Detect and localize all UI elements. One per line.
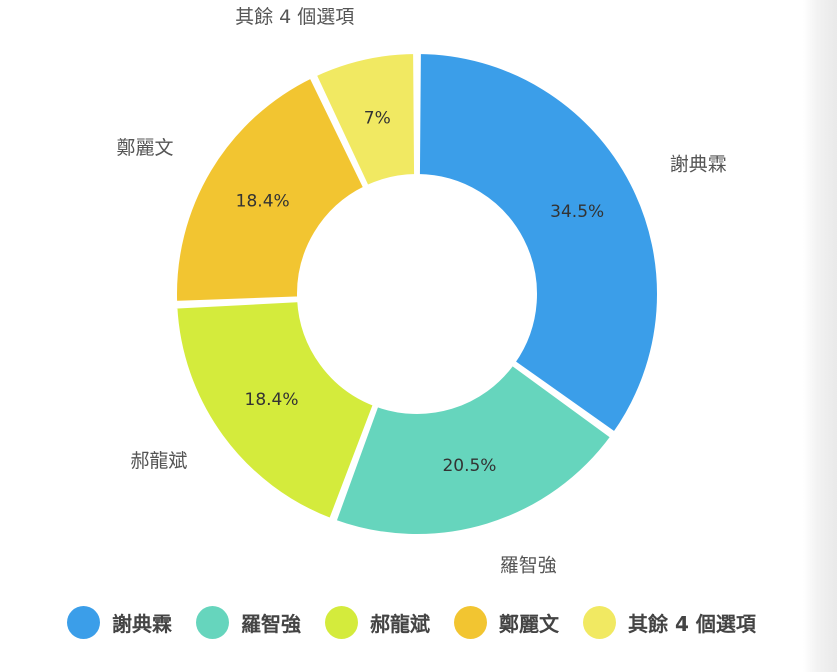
slice-category-label: 郝龍斌 <box>130 450 187 472</box>
slice-value-label: 20.5% <box>442 456 496 476</box>
legend-swatch-icon <box>67 605 100 639</box>
slice-鄭麗文[interactable] <box>173 74 368 305</box>
legend-label: 謝典霖 <box>112 611 172 636</box>
legend-swatch-icon <box>196 605 229 639</box>
legend-label: 其餘 4 個選項 <box>628 611 756 636</box>
legend: 謝典霖 羅智強 郝龍斌 鄭麗文 其餘 4 個選項 <box>67 604 780 640</box>
slice-其餘-4-個選項[interactable] <box>312 50 419 190</box>
legend-item-謝典霖[interactable]: 謝典霖 <box>67 605 172 639</box>
legend-swatch-icon <box>583 605 616 639</box>
slice-category-label: 其餘 4 個選項 <box>235 6 354 28</box>
slice-category-label: 謝典霖 <box>670 153 727 175</box>
slice-value-label: 18.4% <box>236 191 290 211</box>
legend-item-郝龍斌[interactable]: 郝龍斌 <box>325 605 430 639</box>
legend-label: 郝龍斌 <box>370 611 430 636</box>
slice-value-label: 18.4% <box>245 390 299 410</box>
slice-value-label: 34.5% <box>550 202 604 222</box>
slice-value-label: 7% <box>364 108 391 128</box>
legend-label: 羅智強 <box>241 611 301 636</box>
legend-item-鄭麗文[interactable]: 鄭麗文 <box>454 605 559 639</box>
slice-category-label: 鄭麗文 <box>116 137 173 159</box>
legend-swatch-icon <box>325 605 358 639</box>
donut-chart: 34.5% 謝典霖 20.5% 羅智強 18.4% 郝龍斌 18.4% 鄭麗文 7% 其餘 4 個… <box>116 6 727 577</box>
scroll-edge-shadow <box>803 0 837 672</box>
slice-郝龍斌[interactable] <box>173 298 377 523</box>
slice-羅智強[interactable] <box>332 361 615 538</box>
legend-swatch-icon <box>454 605 487 639</box>
legend-label: 鄭麗文 <box>499 611 559 636</box>
slice-謝典霖[interactable] <box>415 50 661 436</box>
legend-item-羅智強[interactable]: 羅智強 <box>196 605 301 639</box>
slice-category-label: 羅智強 <box>500 555 557 577</box>
legend-item-其餘-4-個選項[interactable]: 其餘 4 個選項 <box>583 605 756 639</box>
